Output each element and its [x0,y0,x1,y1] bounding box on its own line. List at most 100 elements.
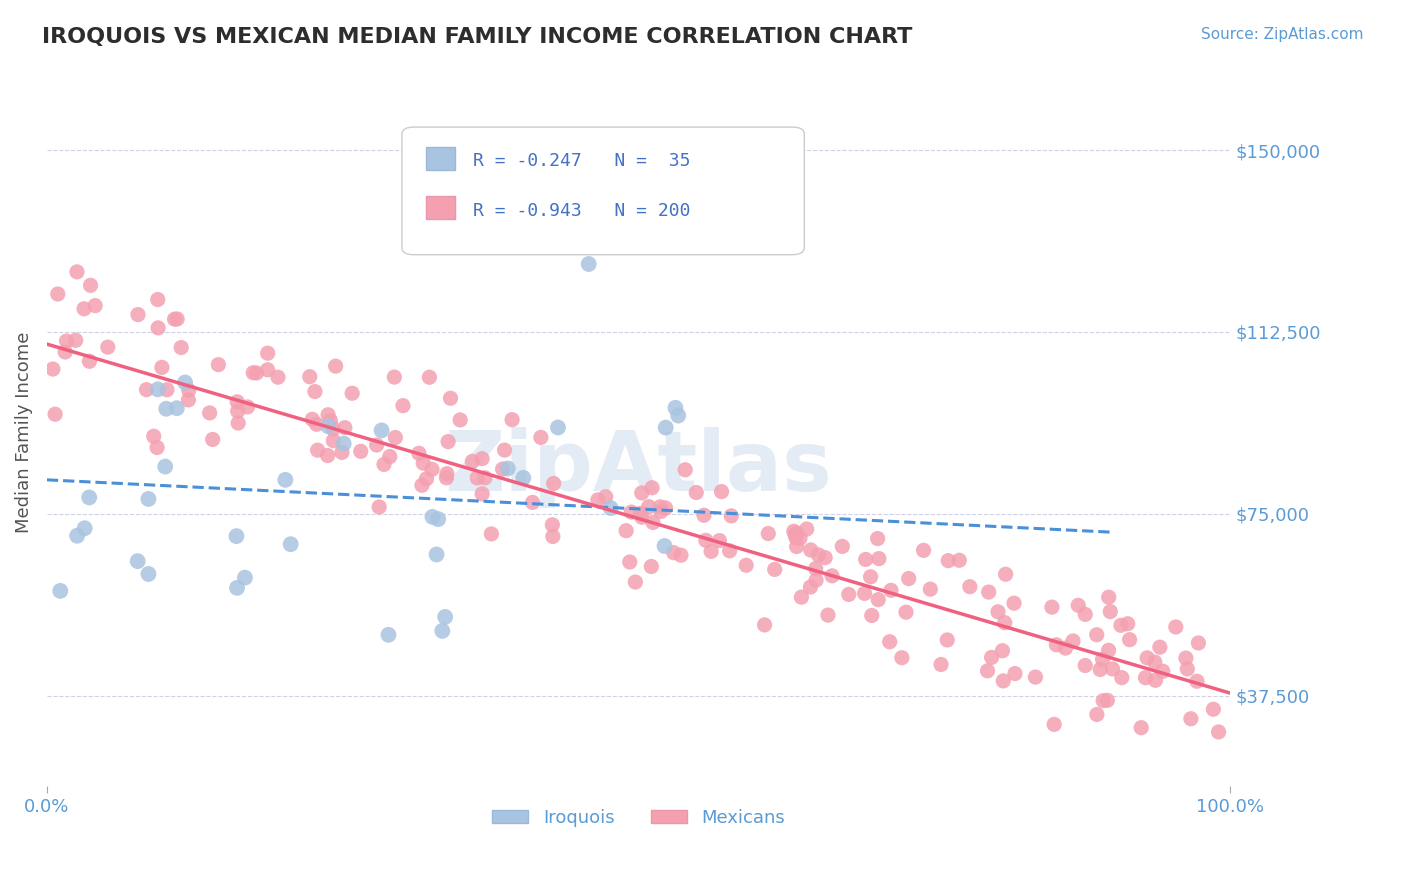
Mexicans [785,531,807,545]
Mexicans [994,567,1017,582]
Mexicans [201,433,224,447]
Mexicans [868,551,890,566]
Mexicans [993,673,1015,688]
Mexicans [838,587,860,601]
Mexicans [1164,620,1187,634]
Mexicans [789,531,811,545]
Mexicans [226,404,249,418]
Mexicans [449,413,471,427]
Iroquois [547,420,569,434]
Mexicans [501,412,523,426]
Mexicans [366,438,388,452]
Mexicans [491,462,513,476]
Iroquois [422,509,444,524]
Mexicans [807,548,830,562]
Iroquois [66,529,89,543]
Mexicans [97,340,120,354]
Mexicans [790,590,813,604]
Mexicans [948,553,970,567]
Mexicans [860,608,883,623]
Mexicans [1004,666,1026,681]
Mexicans [1136,650,1159,665]
Mexicans [170,341,193,355]
Text: R = -0.247   N =  35: R = -0.247 N = 35 [472,152,690,169]
Mexicans [541,517,564,532]
Mexicans [817,608,839,623]
Mexicans [316,408,339,422]
Mexicans [55,334,77,348]
Mexicans [853,586,876,600]
Mexicans [340,386,363,401]
Mexicans [267,370,290,384]
Mexicans [614,524,637,538]
Mexicans [980,650,1002,665]
Mexicans [298,369,321,384]
Mexicans [1174,651,1197,665]
Mexicans [1074,607,1097,622]
Mexicans [436,471,458,485]
Mexicans [685,485,707,500]
Mexicans [804,573,827,587]
Mexicans [693,508,716,523]
Iroquois [226,581,249,595]
Iroquois [578,257,600,271]
Iroquois [512,471,534,485]
FancyBboxPatch shape [426,196,456,219]
Mexicans [256,363,278,377]
Mexicans [718,544,741,558]
Mexicans [1149,640,1171,655]
Iroquois [377,628,399,642]
Mexicans [831,540,853,554]
Mexicans [1074,658,1097,673]
Mexicans [226,416,249,430]
Mexicans [242,366,264,380]
Mexicans [1180,712,1202,726]
Mexicans [630,486,652,500]
Mexicans [53,345,76,359]
Iroquois [664,401,686,415]
Mexicans [522,495,544,509]
Mexicans [959,580,981,594]
Mexicans [66,265,89,279]
Mexicans [1144,673,1167,688]
Mexicans [1062,634,1084,648]
Text: IROQUOIS VS MEXICAN MEDIAN FAMILY INCOME CORRELATION CHART: IROQUOIS VS MEXICAN MEDIAN FAMILY INCOME… [42,27,912,46]
Mexicans [474,471,496,485]
Mexicans [465,471,488,485]
Mexicans [637,500,659,514]
Mexicans [408,446,430,460]
Mexicans [868,592,890,607]
Mexicans [763,562,786,576]
Mexicans [530,430,553,444]
Mexicans [1045,638,1067,652]
Iroquois [155,401,177,416]
Mexicans [920,582,942,596]
Mexicans [79,354,101,368]
Mexicans [1043,717,1066,731]
Mexicans [785,526,807,541]
Mexicans [756,526,779,541]
Mexicans [1118,632,1140,647]
Mexicans [73,301,96,316]
Mexicans [541,529,564,543]
Mexicans [710,484,733,499]
Mexicans [641,516,664,530]
Mexicans [695,533,717,548]
Mexicans [494,443,516,458]
Mexicans [796,522,818,536]
Mexicans [1130,721,1153,735]
Iroquois [432,624,454,638]
Text: ZipAtlas: ZipAtlas [444,427,832,508]
Mexicans [890,650,912,665]
Mexicans [236,400,259,414]
Mexicans [640,559,662,574]
Mexicans [420,462,443,476]
Mexicans [44,407,66,421]
Iroquois [654,420,676,434]
Iroquois [434,610,457,624]
Mexicans [42,362,65,376]
Mexicans [412,456,434,470]
Mexicans [415,472,437,486]
Mexicans [630,510,652,524]
Mexicans [641,481,664,495]
